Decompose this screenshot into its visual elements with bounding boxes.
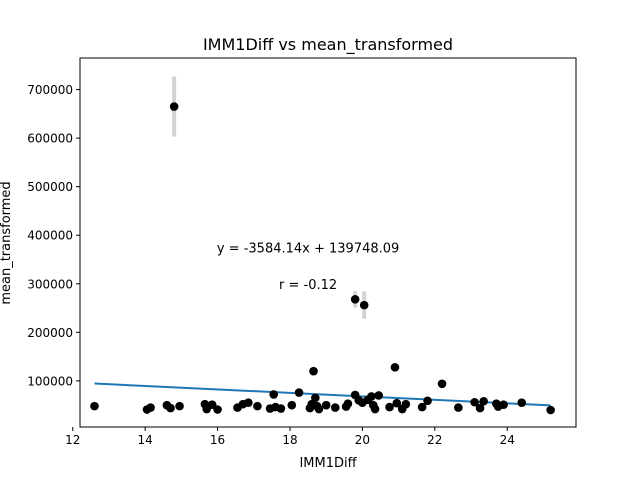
data-point [309, 366, 318, 376]
data-point [294, 388, 304, 397]
data-points [90, 102, 555, 415]
y-tick-label: 700000 [27, 83, 73, 97]
data-point [546, 405, 555, 415]
data-point [269, 390, 278, 399]
data-point [470, 397, 479, 407]
data-point [169, 102, 179, 111]
data-point [146, 403, 155, 412]
y-axis-ticks: 100000 200000 300000 400000 500000 600000 7000… [27, 83, 80, 388]
data-point [370, 404, 380, 414]
data-point [213, 405, 222, 414]
y-tick-label: 300000 [27, 277, 73, 291]
annotations: y = -3584.14x + 139748.09 r = -0.12 [217, 241, 399, 292]
x-tick-label: 22 [427, 433, 442, 447]
data-point [90, 401, 99, 411]
y-axis-label: mean_transformed [0, 181, 14, 304]
y-tick-label: 100000 [27, 374, 73, 388]
data-point [417, 402, 427, 412]
data-point [454, 403, 463, 412]
data-point [343, 399, 353, 408]
x-tick-label: 18 [282, 433, 297, 447]
data-point [392, 398, 402, 408]
data-point [475, 403, 485, 413]
x-axis-ticks: 12 14 16 18 20 22 24 [65, 427, 515, 447]
y-tick-label: 600000 [27, 132, 73, 146]
y-tick-label: 200000 [27, 326, 73, 340]
data-point [479, 396, 488, 406]
data-point [385, 402, 394, 412]
x-tick-label: 20 [355, 433, 370, 447]
data-point [330, 403, 340, 412]
data-point [423, 396, 432, 406]
plot-area-frame [79, 57, 577, 428]
data-point [499, 400, 508, 409]
data-point [253, 401, 262, 411]
data-point [287, 400, 297, 410]
data-point [517, 398, 526, 408]
data-point [437, 379, 447, 389]
data-point [166, 403, 175, 413]
chart-title: IMM1Diff vs mean_transformed [203, 35, 453, 55]
regression-equation: y = -3584.14x + 139748.09 [217, 241, 399, 256]
data-point [314, 404, 324, 414]
data-point [244, 398, 253, 408]
data-point [367, 392, 376, 401]
data-point [350, 295, 360, 304]
x-tick-label: 24 [500, 433, 515, 447]
data-point [276, 404, 286, 413]
y-tick-label: 500000 [27, 180, 73, 194]
y-tick-label: 400000 [27, 229, 73, 243]
data-point [374, 391, 383, 400]
data-point [401, 399, 411, 409]
x-tick-label: 16 [210, 433, 225, 447]
correlation-label: r = -0.12 [279, 278, 337, 293]
data-point [321, 400, 331, 410]
data-point [311, 393, 320, 403]
data-point [359, 300, 369, 310]
x-axis-label: IMM1Diff [299, 456, 357, 471]
x-tick-label: 14 [138, 433, 153, 447]
data-point [175, 401, 184, 411]
x-tick-label: 12 [65, 433, 80, 447]
data-point [390, 362, 400, 372]
